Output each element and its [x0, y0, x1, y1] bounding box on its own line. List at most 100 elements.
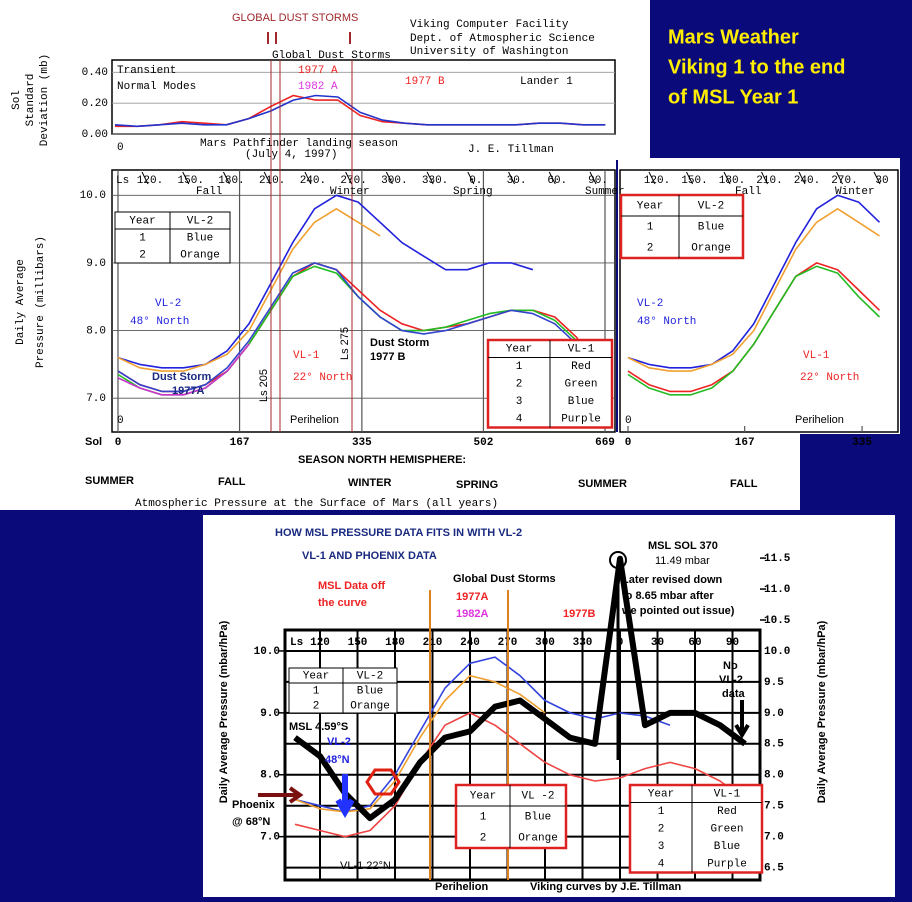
- annotation: Summer: [585, 186, 625, 198]
- ls-tick: [798, 171, 806, 185]
- chart-title: VL-1 AND PHOENIX DATA: [302, 550, 437, 562]
- annotation: 1977A: [172, 385, 204, 397]
- legend-year: 4: [658, 859, 665, 871]
- legend-color-name: Orange: [350, 700, 390, 712]
- dust-storm-markers: [267, 32, 620, 880]
- legend-color-name: Green: [710, 824, 743, 836]
- x-tick-label: 669: [595, 437, 615, 449]
- page-title: Viking 1 to the end: [668, 56, 845, 78]
- legend-header: VL-1: [568, 344, 595, 356]
- legend-color-name: Purple: [707, 859, 747, 871]
- legend-year: 1: [139, 232, 146, 244]
- annotation: No: [723, 660, 738, 672]
- y-tick-label: 10.0: [254, 646, 280, 658]
- ls-tick-label: 120.: [137, 175, 163, 187]
- arrow: [734, 700, 750, 739]
- x-tick-label: 0: [625, 437, 632, 449]
- y-tick-label: 0.20: [82, 98, 108, 110]
- series-line: [294, 674, 546, 813]
- legend-box: [628, 783, 764, 874]
- x-tick-label: 0: [115, 437, 122, 449]
- annotation: J. E. Tillman: [468, 144, 554, 156]
- legend-header: Year: [648, 789, 674, 801]
- y2-tick-label: 9.0: [764, 708, 784, 720]
- y-tick-label: 7.0: [260, 832, 280, 844]
- off-curve-marker: [365, 768, 401, 796]
- annotation: 48° North: [637, 316, 696, 328]
- y2-tick-label: 11.0: [764, 584, 790, 596]
- y2-axis-label: Daily Average Pressure (mbar/hPa): [816, 620, 828, 803]
- annotation: VL-1: [293, 350, 320, 362]
- legend-year: 1: [658, 806, 665, 818]
- annotation: VL-2: [719, 674, 743, 686]
- ls-tick: [345, 171, 353, 185]
- series-line: [294, 712, 746, 838]
- y-tick-label: 8.0: [86, 325, 106, 337]
- annotation: 48°N: [325, 754, 350, 766]
- series-line: [293, 555, 747, 822]
- ls-tick: [304, 171, 312, 185]
- legend-year: 1: [647, 221, 654, 233]
- annotation: FALL: [730, 478, 758, 490]
- ls-tick-label: 240.: [300, 175, 326, 187]
- x-tick-label: 167: [230, 437, 250, 449]
- annotation: to 8.65 mbar after: [622, 590, 714, 602]
- ls-tick: [508, 171, 515, 185]
- annotation: Viking curves by J.E. Tillman: [530, 881, 681, 893]
- annotation: WINTER: [348, 477, 391, 489]
- legend-year: 2: [139, 249, 146, 261]
- annotation: SEASON NORTH HEMISPHERE:: [298, 454, 466, 466]
- chart-title: HOW MSL PRESSURE DATA FITS IN WITH VL-2: [275, 527, 522, 539]
- y-axis-label: Daily Average Pressure (mbar/hPa): [218, 620, 230, 803]
- annotation: 1977 B: [370, 351, 406, 363]
- ls-tick: [648, 171, 656, 185]
- y2-tick-label: 7.0: [764, 832, 784, 844]
- annotation: data: [722, 688, 746, 700]
- annotation: Dust Storm: [152, 371, 212, 383]
- ls-tick-label: 210.: [756, 175, 782, 187]
- annotation: 1977A: [456, 591, 488, 603]
- ls-axis-label: Ls: [116, 175, 129, 187]
- annotation: 1982A: [456, 608, 488, 620]
- y-axis-label: Daily Average: [15, 259, 27, 345]
- arrow: [335, 774, 355, 818]
- y2-tick-label: 10.5: [764, 615, 791, 627]
- legend-header: Year: [470, 790, 496, 802]
- ls-tick: [589, 171, 597, 185]
- y-axis-label: Deviation (mb): [39, 54, 51, 146]
- annotation: VL-2: [327, 736, 351, 748]
- annotation: 0: [117, 415, 124, 427]
- legend-header: Year: [637, 200, 663, 212]
- series-line: [117, 194, 534, 369]
- series-line: [627, 265, 881, 396]
- legend-color-name: Orange: [180, 249, 220, 261]
- y2-tick-label: 10.0: [764, 646, 790, 658]
- annotation: FALL: [218, 476, 246, 488]
- legend-year: 3: [516, 396, 523, 408]
- legends: Year VL-2 1 Blue 2 Orange Year VL-1 1 Red 2 Green 3 B…: [114, 193, 764, 874]
- y-tick-label: 9.0: [86, 258, 106, 270]
- legend-color-name: Orange: [691, 242, 731, 254]
- ls-tick-label: 60.: [547, 175, 567, 187]
- annotation: VL-1 22°N: [340, 860, 391, 872]
- legend-header: VL-2: [357, 670, 383, 682]
- annotation: @ 68°N: [232, 816, 270, 828]
- y2-tick-label: 8.5: [764, 739, 784, 751]
- msl-spike-marker: [609, 551, 627, 569]
- annotation: MSL Data off: [318, 580, 385, 592]
- ls-tick-label: 120.: [644, 175, 670, 187]
- legend-year: 2: [658, 824, 665, 836]
- ls-tick-label: 210.: [259, 175, 285, 187]
- annotation: SUMMER: [85, 475, 134, 487]
- legend-year: 2: [647, 242, 654, 254]
- page-title: Mars Weather: [668, 26, 799, 48]
- series-line: [117, 262, 578, 393]
- series-line: [117, 343, 250, 396]
- legend-year: 1: [516, 361, 523, 373]
- ls-tick: [548, 171, 556, 185]
- annotation: Global Dust Storms: [453, 573, 556, 585]
- annotation: VL-2: [637, 298, 663, 310]
- arrow: [258, 786, 304, 804]
- ls-tick-label: 300.: [381, 175, 407, 187]
- annotation: 0: [117, 142, 124, 154]
